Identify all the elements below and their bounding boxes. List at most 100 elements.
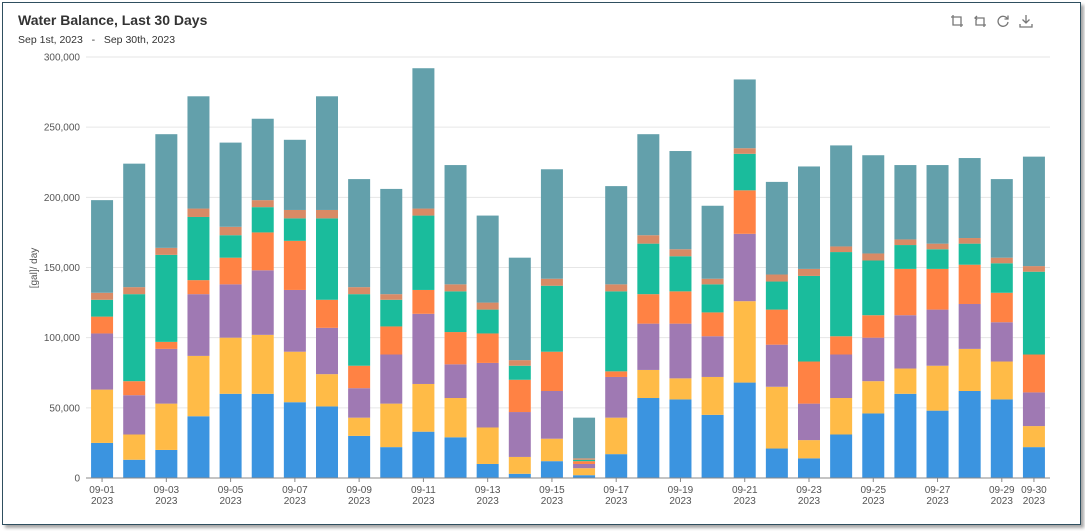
bar-segment[interactable] (862, 413, 885, 478)
bar-segment[interactable] (894, 368, 917, 394)
bar-segment[interactable] (830, 252, 853, 337)
bar-segment[interactable] (380, 299, 403, 327)
bar-segment[interactable] (251, 118, 274, 201)
bar-segment[interactable] (798, 440, 820, 459)
bar-segment[interactable] (540, 351, 563, 391)
bar-segment[interactable] (412, 215, 435, 290)
bar-segment[interactable] (123, 287, 146, 295)
bar-segment[interactable] (765, 386, 788, 449)
bar-segment[interactable] (155, 348, 178, 404)
bar-segment[interactable] (283, 402, 306, 478)
bar-segment[interactable] (251, 232, 274, 271)
bar-segment[interactable] (476, 215, 499, 303)
bar-segment[interactable] (316, 209, 338, 219)
bar-segment[interactable] (219, 337, 242, 394)
bar-segment[interactable] (219, 393, 242, 478)
bar-segment[interactable] (926, 410, 949, 478)
bar-segment[interactable] (155, 449, 178, 478)
bar-segment[interactable] (316, 406, 338, 478)
bar-segment[interactable] (412, 208, 435, 216)
bar-segment[interactable] (798, 275, 820, 362)
bar-segment[interactable] (476, 463, 499, 478)
bar-segment[interactable] (573, 468, 596, 476)
bar-segment[interactable] (187, 355, 210, 417)
bar-segment[interactable] (669, 249, 692, 257)
bar-segment[interactable] (573, 461, 596, 464)
bar-segment[interactable] (894, 165, 917, 240)
bar-segment[interactable] (637, 243, 660, 295)
bar-segment[interactable] (862, 381, 885, 414)
bar-segment[interactable] (1022, 447, 1045, 478)
bar-segment[interactable] (508, 257, 531, 361)
bar-segment[interactable] (926, 365, 949, 411)
bar-segment[interactable] (862, 253, 885, 261)
bar-segment[interactable] (219, 226, 242, 236)
bar-segment[interactable] (380, 354, 403, 404)
bar-segment[interactable] (348, 388, 371, 418)
bar-segment[interactable] (990, 292, 1013, 323)
bar-segment[interactable] (155, 247, 178, 255)
bar-segment[interactable] (155, 254, 178, 342)
bar-segment[interactable] (637, 398, 660, 478)
bar-segment[interactable] (605, 291, 628, 372)
bar-segment[interactable] (669, 323, 692, 379)
bar-segment[interactable] (830, 354, 853, 399)
bar-segment[interactable] (669, 256, 692, 292)
bar-segment[interactable] (348, 435, 371, 478)
bar-segment[interactable] (926, 268, 949, 310)
bar-segment[interactable] (508, 379, 531, 413)
bar-segment[interactable] (444, 398, 467, 438)
bar-segment[interactable] (155, 403, 178, 450)
bar-segment[interactable] (990, 263, 1013, 293)
bar-segment[interactable] (476, 333, 499, 363)
bar-segment[interactable] (926, 243, 949, 250)
bar-segment[interactable] (669, 399, 692, 478)
bar-segment[interactable] (380, 188, 403, 295)
bar-segment[interactable] (1022, 354, 1045, 393)
bar-segment[interactable] (540, 438, 563, 462)
bar-segment[interactable] (91, 333, 114, 390)
bar-segment[interactable] (958, 238, 981, 244)
bar-segment[interactable] (348, 294, 371, 366)
bar-segment[interactable] (123, 395, 146, 435)
bar-segment[interactable] (798, 166, 820, 269)
bar-segment[interactable] (380, 294, 403, 300)
bar-segment[interactable] (830, 434, 853, 478)
bar-segment[interactable] (637, 134, 660, 236)
bar-segment[interactable] (219, 284, 242, 338)
bar-segment[interactable] (733, 190, 756, 234)
bar-segment[interactable] (187, 208, 210, 217)
bar-segment[interactable] (316, 299, 338, 328)
bar-segment[interactable] (862, 155, 885, 254)
bar-segment[interactable] (637, 294, 660, 324)
bar-segment[interactable] (958, 303, 981, 349)
bar-segment[interactable] (348, 179, 371, 288)
bar-segment[interactable] (894, 315, 917, 369)
zoom-reset-icon[interactable] (972, 13, 988, 29)
bar-segment[interactable] (669, 291, 692, 324)
bar-segment[interactable] (798, 458, 820, 478)
bar-segment[interactable] (830, 246, 853, 253)
bar-segment[interactable] (926, 309, 949, 366)
bar-segment[interactable] (444, 165, 467, 285)
bar-segment[interactable] (990, 179, 1013, 258)
bar-segment[interactable] (830, 336, 853, 355)
bar-segment[interactable] (508, 473, 531, 478)
download-icon[interactable] (1018, 13, 1034, 29)
bar-segment[interactable] (380, 403, 403, 448)
bar-segment[interactable] (380, 447, 403, 478)
bar-segment[interactable] (412, 431, 435, 478)
bar-segment[interactable] (573, 463, 596, 469)
bar-segment[interactable] (412, 313, 435, 384)
bar-segment[interactable] (316, 218, 338, 300)
bar-segment[interactable] (701, 284, 724, 313)
bar-segment[interactable] (91, 299, 114, 317)
bar-segment[interactable] (733, 79, 756, 149)
bar-segment[interactable] (123, 459, 146, 478)
bar-segment[interactable] (733, 148, 756, 154)
bar-segment[interactable] (476, 309, 499, 334)
bar-segment[interactable] (476, 302, 499, 310)
bar-segment[interactable] (540, 461, 563, 478)
bar-segment[interactable] (508, 456, 531, 474)
bar-segment[interactable] (91, 292, 114, 300)
